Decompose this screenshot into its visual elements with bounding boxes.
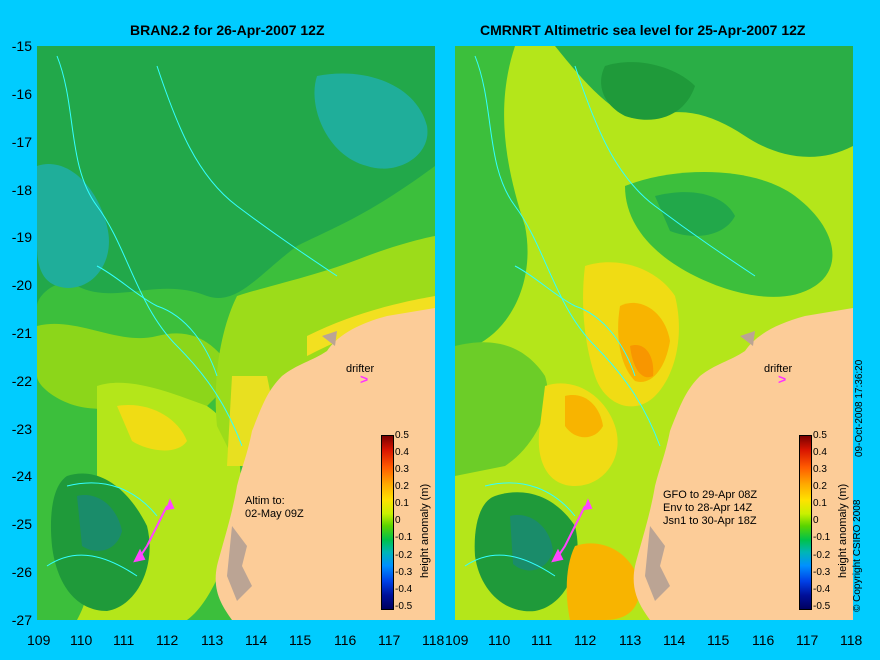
right-altimetry-note: GFO to 29-Apr 08Z Env to 28-Apr 14Z Jsn1…	[663, 489, 758, 527]
y-tick-label: -24	[11, 468, 32, 484]
copyright-notice: © Copyright CSIRO 2008	[852, 499, 863, 612]
left-colorbar-label: height anomaly (m)	[419, 483, 431, 578]
left-altimetry-note: Altim to: 02-May 09Z	[245, 495, 304, 520]
colorbar-tick: -0.4	[813, 584, 831, 595]
x-tick-label: 118	[840, 632, 863, 648]
colorbar-tick: -0.2	[813, 550, 831, 561]
y-tick-label: -18	[11, 182, 32, 198]
y-tick-label: -26	[11, 564, 32, 580]
x-tick-label: 109	[27, 632, 51, 648]
colorbar-tick: 0.1	[395, 498, 409, 509]
x-tick-label: 116	[334, 632, 357, 648]
colorbar-tick: -0.5	[813, 601, 831, 612]
x-tick-label: 110	[70, 632, 93, 648]
x-tick-label: 114	[245, 632, 268, 648]
colorbar-tick: 0.5	[395, 430, 409, 441]
colorbar-tick: -0.2	[395, 550, 413, 561]
x-tick-label: 117	[378, 632, 401, 648]
right-map-panel	[455, 46, 853, 620]
y-tick-label: -15	[11, 38, 32, 54]
colorbar-tick: 0.5	[813, 430, 827, 441]
x-tick-label: 113	[201, 632, 224, 648]
x-tick-label: 112	[156, 632, 179, 648]
x-tick-label: 113	[619, 632, 642, 648]
colorbar-tick: 0	[813, 515, 819, 526]
y-tick-label: -22	[11, 373, 32, 389]
colorbar-tick: 0	[395, 515, 401, 526]
left-drifter-marker: >	[360, 371, 369, 387]
x-tick-label: 114	[663, 632, 686, 648]
x-tick-label: 115	[707, 632, 730, 648]
colorbar-tick: -0.1	[395, 532, 413, 543]
right-drifter-marker: >	[778, 371, 787, 387]
colorbar-tick: -0.5	[395, 601, 413, 612]
right-drifter-label: drifter	[764, 363, 793, 375]
x-tick-label: 112	[574, 632, 597, 648]
y-tick-label: -21	[11, 325, 32, 341]
colorbar-tick: -0.3	[395, 567, 413, 578]
left-drifter-label: drifter	[346, 363, 375, 375]
y-tick-label: -20	[11, 277, 32, 293]
y-tick-label: -16	[11, 86, 32, 102]
x-tick-label: 117	[796, 632, 819, 648]
y-tick-label: -25	[11, 516, 32, 532]
x-tick-label: 110	[488, 632, 511, 648]
right-map-title: CMRNRT Altimetric sea level for 25-Apr-2…	[480, 22, 806, 38]
x-tick-label: 118	[422, 632, 445, 648]
y-tick-label: -23	[11, 421, 32, 437]
colorbar-tick: 0.4	[813, 447, 827, 458]
x-tick-label: 109	[445, 632, 469, 648]
y-tick-label: -17	[11, 134, 32, 150]
y-tick-label: -27	[11, 612, 32, 628]
timestamp: 09-Oct-2008 17:36:20	[854, 359, 865, 457]
right-colorbar-label: height anomaly (m)	[837, 483, 849, 578]
colorbar-tick: 0.3	[813, 464, 827, 475]
left-colorbar	[381, 435, 394, 610]
y-tick-label: -19	[11, 229, 32, 245]
colorbar-tick: -0.3	[813, 567, 831, 578]
colorbar-tick: -0.4	[395, 584, 413, 595]
colorbar-tick: 0.4	[395, 447, 409, 458]
left-map-title: BRAN2.2 for 26-Apr-2007 12Z	[130, 22, 325, 38]
colorbar-tick: -0.1	[813, 532, 831, 543]
right-colorbar	[799, 435, 812, 610]
colorbar-tick: 0.1	[813, 498, 827, 509]
left-map-panel	[37, 46, 435, 620]
colorbar-tick: 0.3	[395, 464, 409, 475]
x-tick-label: 116	[752, 632, 775, 648]
x-tick-label: 111	[531, 632, 553, 648]
right-map-image	[455, 46, 853, 620]
x-tick-label: 111	[113, 632, 135, 648]
colorbar-tick: 0.2	[395, 481, 409, 492]
colorbar-tick: 0.2	[813, 481, 827, 492]
x-tick-label: 115	[289, 632, 312, 648]
left-map-image	[37, 46, 435, 620]
